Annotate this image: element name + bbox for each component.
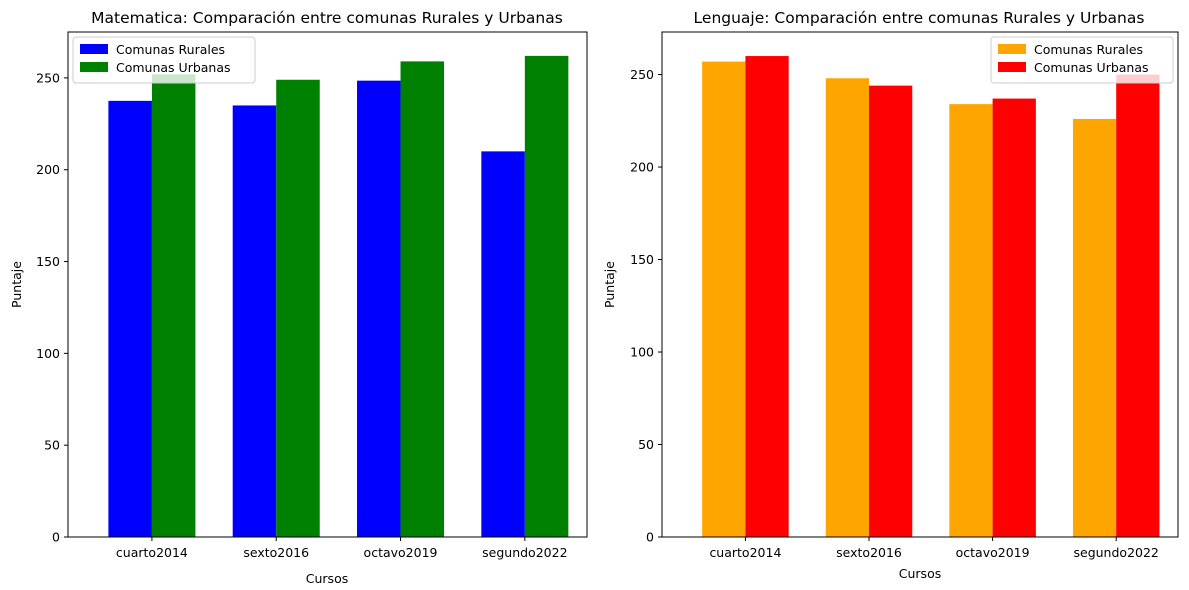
bars	[108, 55, 569, 538]
legend-swatch	[80, 62, 108, 72]
bar-comunas-urbanas-sexto2016	[869, 85, 913, 537]
y-tick-label: 100	[630, 345, 654, 360]
y-axis-label: Puntaje	[602, 261, 617, 308]
bar-comunas-rurales-sexto2016	[825, 78, 870, 537]
bar-comunas-rurales-cuarto2014	[702, 61, 746, 537]
plot-frame	[661, 31, 1179, 538]
bar-comunas-urbanas-segundo2022	[524, 55, 569, 538]
y-axis-label: Puntaje	[9, 261, 24, 308]
x-tick-label: octavo2019	[956, 545, 1030, 560]
plot-frame	[67, 31, 588, 538]
bar-comunas-urbanas-segundo2022	[1116, 74, 1160, 538]
x-tick-label: sexto2016	[836, 545, 902, 560]
bar-comunas-urbanas-octavo2019	[992, 98, 1036, 537]
bar-comunas-urbanas-sexto2016	[276, 79, 320, 537]
legend-swatch	[998, 44, 1026, 54]
bar-comunas-urbanas-cuarto2014	[151, 74, 196, 538]
chart-title: Lenguaje: Comparación entre comunas Rura…	[694, 9, 1145, 27]
bar-comunas-rurales-cuarto2014	[108, 100, 152, 538]
bar-comunas-rurales-segundo2022	[1072, 118, 1117, 537]
y-tick-label: 50	[44, 438, 60, 453]
y-tick-label: 200	[630, 160, 654, 175]
y-tick-label: 0	[646, 530, 654, 545]
y-tick-label: 0	[52, 530, 60, 545]
bar-comunas-urbanas-cuarto2014	[745, 56, 789, 538]
legend-box	[990, 36, 1174, 84]
legend-label: Comunas Urbanas	[116, 60, 231, 75]
bar-comunas-rurales-octavo2019	[949, 104, 993, 537]
legend-label: Comunas Rurales	[1034, 42, 1143, 57]
y-tick-label: 150	[36, 254, 60, 269]
bar-comunas-urbanas-octavo2019	[400, 61, 445, 537]
x-tick-label: octavo2019	[364, 545, 438, 560]
y-tick-label: 50	[638, 437, 654, 452]
y-tick-label: 200	[36, 162, 60, 177]
legend-label: Comunas Urbanas	[1034, 60, 1149, 75]
bar-comunas-rurales-octavo2019	[357, 80, 401, 537]
legend-label: Comunas Rurales	[116, 42, 225, 57]
x-axis-label: Cursos	[306, 571, 348, 586]
x-tick-label: cuarto2014	[116, 545, 188, 560]
language-chart-panel: Lenguaje: Comparación entre comunas Rura…	[602, 9, 1179, 581]
legend-swatch	[80, 44, 108, 54]
legend-box	[72, 36, 256, 84]
axis-ticks: cuarto2014 sexto2016 octavo2019 segundo2022…	[630, 67, 1159, 560]
legend-swatch	[998, 62, 1026, 72]
legend: Comunas Rurales Comunas Urbanas	[990, 36, 1174, 84]
legend: Comunas Rurales Comunas Urbanas	[72, 36, 256, 84]
x-axis-label: Cursos	[899, 566, 941, 581]
math-chart-panel: Matematica: Comparación entre comunas Ru…	[9, 9, 588, 586]
bars	[702, 56, 1160, 538]
x-tick-label: sexto2016	[243, 545, 309, 560]
y-tick-label: 100	[36, 346, 60, 361]
axis-ticks: cuarto2014 sexto2016 octavo2019 segundo2022…	[36, 70, 567, 560]
bar-comunas-rurales-segundo2022	[481, 151, 525, 538]
y-tick-label: 250	[36, 70, 60, 85]
y-tick-label: 250	[630, 67, 654, 82]
y-tick-label: 150	[630, 252, 654, 267]
bar-comunas-rurales-sexto2016	[232, 105, 277, 537]
x-tick-label: cuarto2014	[709, 545, 781, 560]
x-tick-label: segundo2022	[482, 545, 567, 560]
x-tick-label: segundo2022	[1074, 545, 1159, 560]
chart-title: Matematica: Comparación entre comunas Ru…	[91, 9, 563, 27]
